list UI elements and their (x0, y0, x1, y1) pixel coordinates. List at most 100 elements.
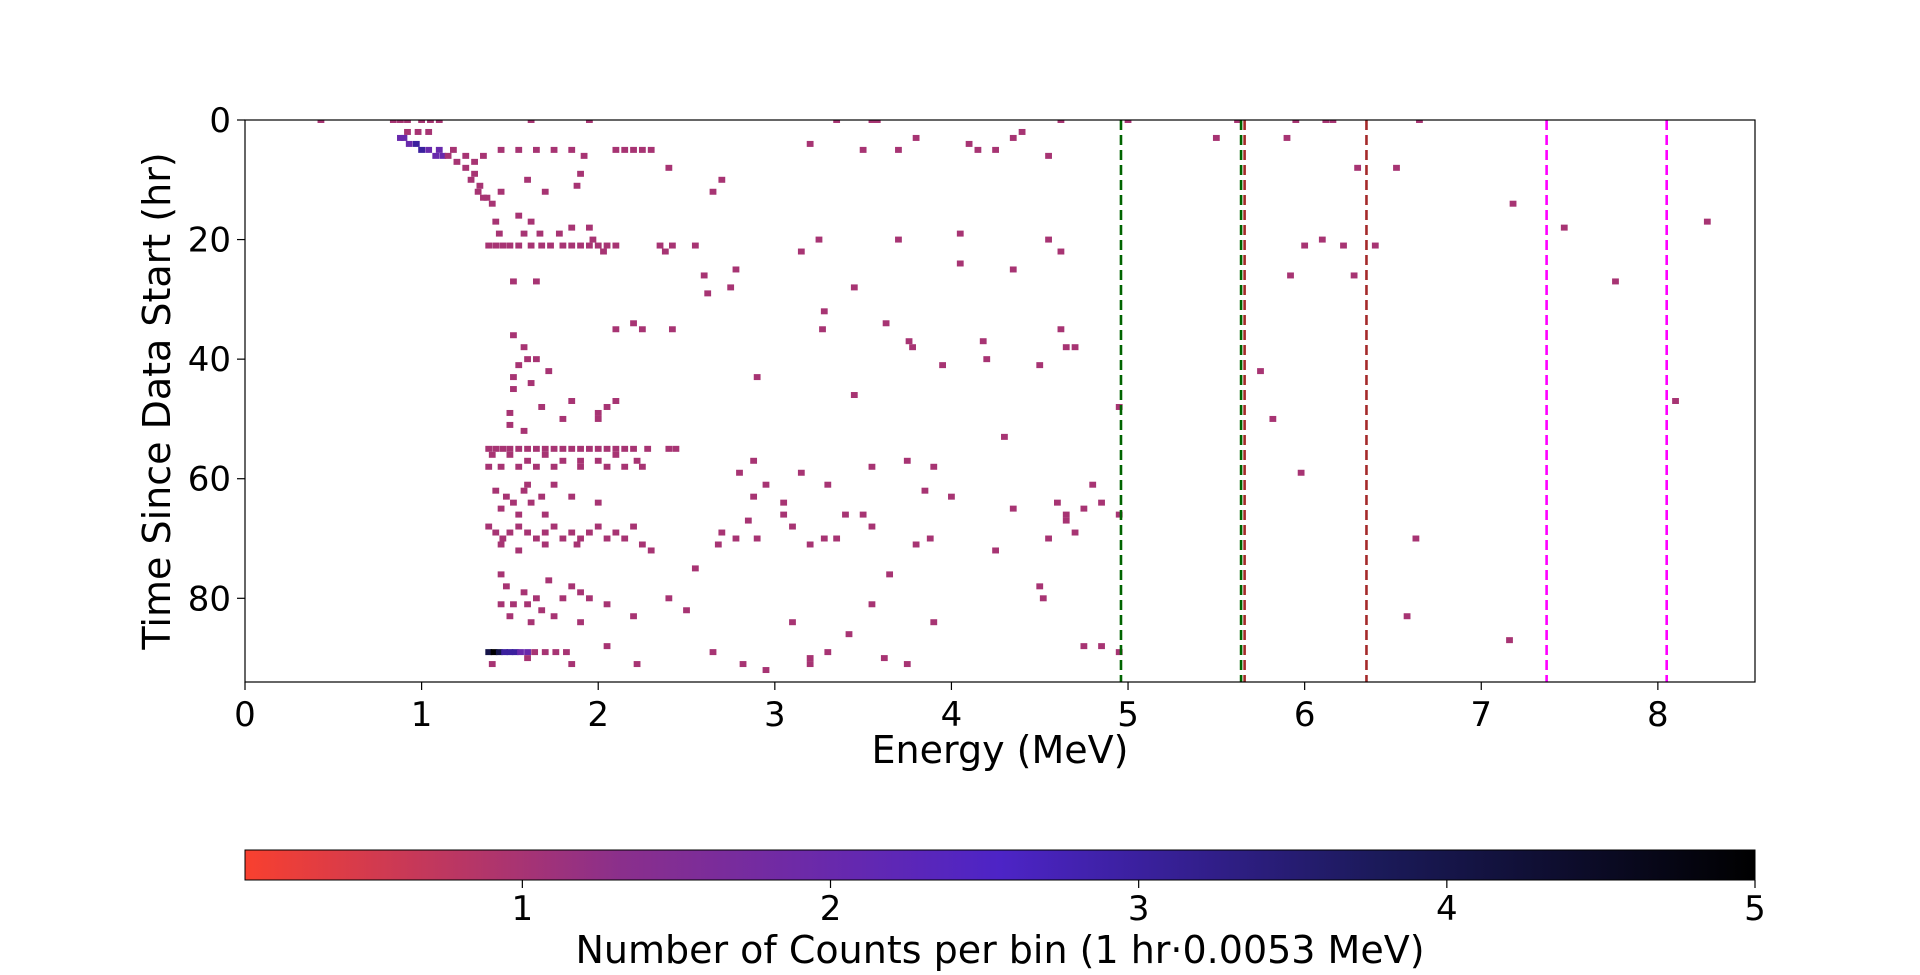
heatmap-bin (1287, 272, 1294, 279)
heatmap-bin (471, 170, 478, 177)
heatmap-bin (573, 541, 581, 548)
heatmap-bin (905, 338, 913, 345)
heatmap-bin (820, 535, 828, 542)
heatmap-bin (502, 583, 510, 590)
heatmap-bin (1089, 481, 1097, 488)
heatmap-bin (1045, 535, 1052, 542)
heatmap-bin (630, 146, 637, 153)
heatmap-bin (510, 601, 517, 608)
heatmap-bin (621, 463, 629, 470)
heatmap-bin (603, 403, 611, 410)
heatmap-bin (425, 128, 433, 135)
heatmap-bin (1509, 200, 1517, 207)
x-tick-label: 3 (764, 695, 786, 735)
heatmap-bin (510, 332, 517, 339)
heatmap-bin (490, 649, 498, 656)
heatmap-bin (1080, 505, 1088, 512)
heatmap-bin (630, 613, 637, 620)
heatmap-bin (594, 457, 602, 464)
heatmap-bin (594, 499, 602, 506)
heatmap-bin (533, 278, 540, 285)
heatmap-bin (492, 487, 500, 494)
heatmap-bin (550, 146, 558, 153)
heatmap-bin (550, 613, 558, 620)
heatmap-bin (895, 236, 902, 243)
heatmap-bin (1115, 649, 1123, 656)
heatmap-bin (533, 535, 540, 542)
heatmap-bin (414, 128, 422, 135)
heatmap-bin (912, 134, 920, 141)
heatmap-bin (850, 284, 858, 291)
heatmap-bin (559, 445, 567, 452)
heatmap-bin (1045, 236, 1052, 243)
heatmap-bin (538, 403, 546, 410)
heatmap-bin (541, 649, 549, 656)
heatmap-bin (541, 541, 549, 548)
heatmap-bin (515, 362, 523, 369)
heatmap-bin (732, 266, 740, 273)
heatmap-bin (412, 140, 420, 147)
heatmap-bin (868, 601, 876, 608)
heatmap-bin (577, 457, 584, 464)
heatmap-bin (868, 120, 876, 123)
heatmap-bin (511, 649, 519, 656)
heatmap-bin (1322, 120, 1330, 123)
heatmap-bin (850, 392, 858, 399)
heatmap-bin (524, 529, 531, 536)
heatmap-bin (824, 481, 832, 488)
heatmap-bin (418, 146, 426, 153)
heatmap-bin (739, 661, 747, 668)
heatmap-bin (806, 541, 814, 548)
heatmap-bin (789, 619, 796, 626)
heatmap-bin (492, 218, 500, 225)
heatmap-bin (638, 463, 646, 470)
heatmap-bin (552, 649, 560, 656)
heatmap-bin (612, 146, 620, 153)
heatmap-bin (736, 469, 743, 476)
heatmap-bin (485, 242, 493, 249)
heatmap-bin (895, 146, 902, 153)
heatmap-bin (750, 493, 758, 500)
heatmap-bin (819, 326, 826, 333)
x-tick-label: 7 (1470, 695, 1492, 735)
heatmap-bin (585, 120, 593, 123)
heatmap-bin (1054, 499, 1061, 506)
heatmap-bin (621, 535, 629, 542)
heatmap-bin (665, 164, 673, 171)
heatmap-bin (527, 120, 535, 123)
heatmap-bin (435, 120, 443, 123)
heatmap-bin (515, 511, 523, 518)
heatmap-bin (524, 481, 531, 488)
heatmap-bin (1071, 344, 1079, 351)
heatmap-bin (510, 278, 517, 285)
heatmap-bin (533, 445, 540, 452)
heatmap-bin (405, 140, 413, 147)
heatmap-bin (638, 541, 646, 548)
heatmap-bin (495, 649, 503, 656)
heatmap-bin (1297, 469, 1305, 476)
heatmap-bin (1212, 134, 1220, 141)
heatmap-bin (404, 128, 411, 135)
heatmap-bin (956, 230, 964, 237)
heatmap-bin (488, 200, 496, 207)
heatmap-bin (1062, 511, 1070, 518)
x-tick-label: 8 (1647, 695, 1669, 735)
heatmap-bin (568, 661, 576, 668)
y-tick-label: 80 (188, 579, 231, 619)
heatmap-bin (515, 242, 523, 249)
heatmap-bin (527, 242, 535, 249)
heatmap-bin (533, 595, 540, 602)
heatmap-bin (585, 595, 593, 602)
heatmap-bin (974, 146, 982, 153)
heatmap-bin (520, 344, 528, 351)
heatmap-bin (833, 120, 841, 123)
heatmap-bin (545, 577, 553, 584)
heatmap-bin (1036, 362, 1044, 369)
colorbar-tick-label: 3 (1128, 889, 1150, 929)
heatmap-bin (485, 463, 493, 470)
heatmap-bin (538, 242, 546, 249)
heatmap-bin (594, 445, 602, 452)
heatmap-bin (780, 511, 788, 518)
heatmap-bin (1672, 398, 1679, 404)
heatmap-bin (603, 463, 611, 470)
